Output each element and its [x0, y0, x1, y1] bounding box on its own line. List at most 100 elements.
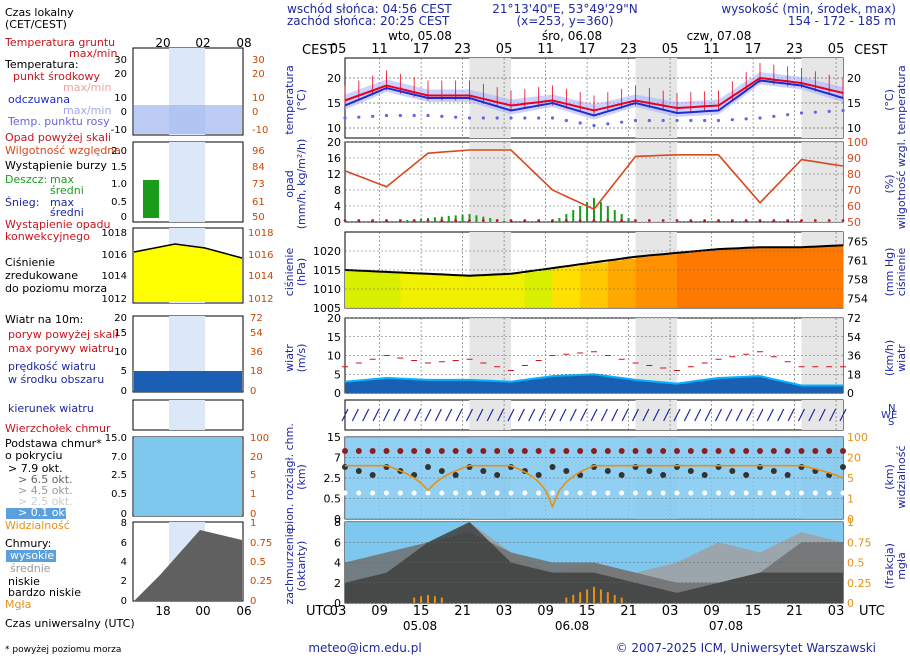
cloud-right-title: widzialność	[895, 445, 908, 508]
dew-point-dot	[412, 113, 416, 118]
precip-right-title: wilgotność wzgl.	[895, 139, 908, 229]
cloud-top-dot	[798, 448, 805, 454]
local-time-label-right: CEST	[854, 43, 888, 58]
dew-point-dot	[454, 115, 458, 119]
cloud-ytick-left: 2.5	[324, 472, 342, 485]
day-label-1: wto, 05.08	[388, 29, 452, 43]
dew-point-dot	[647, 118, 651, 123]
legend-label: Widzialność	[5, 519, 70, 532]
cloud-base-dot-low	[467, 490, 472, 496]
cover-ytick-left: 8	[334, 516, 341, 529]
dew-point-dot	[467, 116, 472, 120]
legend-label: Mgła	[5, 598, 31, 611]
press-ytick-right: 761	[847, 255, 868, 268]
cloud-base-dot	[715, 464, 722, 470]
dew-point-dot	[509, 116, 513, 120]
rain-bar	[627, 218, 630, 222]
legend-label: max porywy wiatru	[8, 342, 114, 355]
cloud-base-dot-low	[702, 490, 708, 496]
wind-arrow	[559, 408, 567, 422]
legend-label: Opad powyżej skali	[5, 131, 111, 144]
wind-arrow	[777, 408, 785, 422]
dew-point-dot	[578, 121, 582, 125]
legend-axis-value: 15	[114, 328, 127, 339]
temp-ytick-right: 15	[847, 97, 861, 110]
legend-axis-value: 2	[121, 576, 127, 587]
cloud-base-dot	[425, 464, 431, 470]
wind-left-unit: (m/s)	[295, 344, 308, 373]
no-rain-dot	[813, 219, 817, 222]
legend-label: max/min	[63, 104, 111, 117]
legend-top-tick: 20	[155, 36, 170, 50]
wind-arrow	[445, 408, 453, 422]
cloud-base-dot-low	[494, 490, 500, 496]
wind-arrow	[621, 408, 629, 422]
press-ytick-right: 765	[847, 236, 868, 249]
pressure-fill	[580, 264, 595, 308]
utc-tick-label: 15	[579, 604, 596, 619]
precip-ytick-left: 0	[334, 216, 341, 229]
utc-tick-label: 21	[454, 604, 471, 619]
wind-arrow	[735, 408, 743, 422]
footer-email[interactable]: meteo@icm.edu.pl	[308, 641, 421, 655]
cloud-top-dot	[701, 448, 708, 454]
wind-arrow	[424, 408, 432, 422]
vis-ytick-right: 1	[847, 493, 854, 506]
wind-arrow	[507, 408, 515, 422]
pressure-fill	[497, 274, 512, 308]
rain-bar	[586, 202, 589, 222]
precip-ytick-left: 8	[334, 184, 341, 197]
dew-point-dot	[495, 116, 499, 120]
cloud-base-dot-low	[425, 490, 431, 496]
cloud-base-dot	[798, 464, 805, 470]
fog-bar	[593, 586, 595, 603]
wind-ytick-right: 72	[847, 312, 861, 325]
pressure-fill	[414, 273, 429, 308]
cloud-base-dot-low	[771, 490, 777, 496]
press-left-unit: (hPa)	[295, 258, 308, 286]
cloud-top-dot	[743, 448, 750, 454]
pressure-fill	[760, 247, 775, 308]
legend-label: Temperatura gruntu	[4, 36, 115, 49]
cloud-base-dot	[743, 472, 750, 478]
dew-point-dot	[620, 120, 624, 124]
legend-axis-value-right: 0	[250, 386, 256, 397]
cloud-base-dot-low	[411, 490, 417, 496]
utc-tick-label: 15	[745, 604, 762, 619]
dew-point-dot	[550, 116, 555, 120]
precip-right-unit: (%)	[883, 174, 896, 193]
no-rain-dot	[551, 219, 554, 222]
cloud-top-dot	[729, 448, 736, 454]
grid-text: (x=253, y=360)	[516, 14, 613, 28]
wind-arrow	[808, 408, 816, 422]
legend-axis-value: 15.0	[105, 433, 127, 444]
pressure-fill	[718, 249, 733, 308]
wind-arrow	[548, 408, 557, 422]
pressure-fill	[773, 247, 789, 308]
legend-label: Czas lokalny	[5, 6, 74, 19]
cloud-top-dot	[452, 448, 459, 454]
no-rain-dot	[758, 219, 762, 222]
legend-axis-value: 6	[121, 538, 127, 549]
temp-ytick-left: 20	[327, 72, 341, 85]
local-tick-label: 05	[330, 42, 347, 57]
legend-axis-value-right: 18	[250, 366, 263, 377]
wind-arrow	[683, 408, 691, 422]
legend-axis-value: 0.5	[111, 489, 127, 500]
precip-ytick-left: 16	[327, 152, 341, 165]
pressure-fill	[690, 251, 706, 308]
rain-bar	[558, 218, 561, 222]
wind-arrow	[434, 408, 442, 422]
wind-chart: 0 5 10 15 20 0 18 36 54 72	[327, 312, 861, 400]
wind-ytick-left: 0	[334, 387, 341, 400]
no-rain-dot	[827, 219, 831, 222]
dew-point-dot	[827, 109, 831, 113]
cover-ytick-left: 6	[334, 536, 341, 549]
cloud-right-unit: (km)	[883, 464, 896, 490]
utc-tick-label: 09	[703, 604, 720, 619]
legend-axis-value-right: -10	[252, 125, 268, 136]
legend-bottom-tick: 18	[155, 604, 170, 618]
wind-arrow	[372, 408, 380, 422]
legend-label: > 6.5 okt.	[18, 473, 73, 486]
humidity-ytick: 70	[847, 184, 861, 197]
